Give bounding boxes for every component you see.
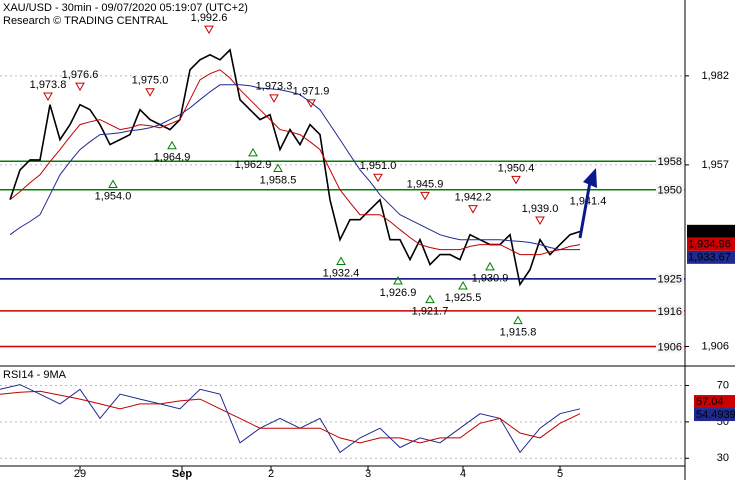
high-marker	[43, 92, 53, 102]
price-tag-label: 1,936.23	[688, 226, 731, 238]
low-marker	[248, 147, 258, 157]
high-label: 1,971.9	[293, 86, 330, 98]
series-line	[9, 69, 581, 256]
value-tag	[694, 395, 735, 409]
high-label: 1,976.6	[62, 69, 99, 81]
series-line	[9, 84, 580, 251]
high-marker	[535, 216, 545, 225]
low-label: 1,962.9	[235, 159, 272, 171]
x-tick-label: 29	[74, 468, 86, 480]
value-tag-label: 54.4939	[696, 409, 735, 421]
high-marker	[468, 205, 478, 214]
header-subtitle: Research © TRADING CENTRAL	[3, 15, 168, 27]
x-tick-label: 5	[557, 468, 563, 480]
low-label: 1,932.4	[323, 267, 360, 279]
high-label: 1,945.9	[407, 178, 444, 190]
high-label: 1,942.2	[455, 191, 492, 203]
high-marker	[269, 94, 279, 103]
price-tag	[687, 237, 735, 251]
high-marker	[204, 25, 214, 35]
rsi-title: RSI14 - 9MA	[3, 369, 67, 381]
low-marker	[336, 256, 346, 265]
value-tag	[694, 408, 735, 422]
low-label: 1,926.9	[380, 287, 417, 299]
high-marker	[511, 175, 521, 185]
level-label: 1950	[658, 185, 682, 197]
low-marker	[425, 294, 435, 304]
low-label: 1,921.7	[412, 305, 449, 317]
level-label: 1958	[658, 156, 682, 168]
value-tag-label: 57.04	[696, 396, 724, 408]
plot-layer: 1,906 1,957 1,982 1958 1950 1925 1916 1906 1,973…	[0, 12, 735, 480]
x-tick-label: 2	[268, 468, 274, 480]
level-label-box	[656, 155, 684, 168]
level-label-box	[656, 183, 684, 196]
low-marker	[393, 276, 403, 285]
level-label-box	[656, 272, 684, 285]
price-tag	[687, 224, 735, 238]
high-marker	[373, 173, 383, 183]
high-label: 1,975.0	[132, 75, 169, 87]
y-tick-label: 30	[717, 452, 729, 464]
high-label: 1,950.4	[498, 162, 535, 174]
price-tag-label: 1,934.96	[688, 239, 731, 251]
forecast-arrow-head	[583, 168, 597, 188]
y-tick-label: 1,982	[701, 70, 729, 82]
series-line	[0, 384, 581, 454]
x-tick-label: 4	[460, 468, 466, 480]
level-label-box	[656, 340, 684, 353]
level-label-box	[656, 304, 684, 317]
series-line	[0, 390, 581, 444]
header-title: XAU/USD - 30min - 09/07/2020 05:19:07 (U…	[3, 2, 248, 14]
high-label: 1,973.8	[30, 79, 67, 91]
high-marker	[306, 99, 316, 108]
high-marker	[145, 88, 155, 97]
high-label: 1,951.0	[360, 160, 397, 172]
y-tick-label: 1,906	[701, 340, 729, 352]
low-marker	[273, 163, 283, 173]
low-label: 1,930.9	[472, 273, 509, 285]
low-marker	[485, 261, 495, 271]
low-label: 1,954.0	[95, 190, 132, 202]
low-label: 1,964.9	[154, 152, 191, 164]
x-tick-label: Sep	[172, 468, 192, 480]
low-marker	[513, 315, 523, 325]
high-marker	[75, 82, 85, 92]
price-tag-label: 1,933.67	[688, 252, 731, 264]
low-label: 1,915.8	[500, 326, 537, 338]
low-marker	[167, 140, 177, 150]
high-label: 1,973.3	[256, 81, 293, 93]
level-label: 1925	[658, 274, 682, 286]
x-tick-label: 3	[365, 468, 371, 480]
forecast-arrow	[578, 181, 592, 239]
y-tick-label: 1,957	[701, 159, 729, 171]
high-label: 1,939.0	[522, 203, 559, 215]
high-label: 1,992.6	[191, 12, 228, 24]
low-marker	[458, 281, 468, 290]
high-marker	[420, 191, 430, 201]
y-tick-label: 70	[717, 379, 729, 391]
low-label: 1,958.5	[260, 174, 297, 186]
level-label: 1906	[658, 341, 682, 353]
low-marker	[108, 179, 118, 189]
low-label: 1,925.5	[445, 292, 482, 304]
price-tag	[687, 250, 735, 264]
level-label: 1916	[658, 306, 682, 318]
